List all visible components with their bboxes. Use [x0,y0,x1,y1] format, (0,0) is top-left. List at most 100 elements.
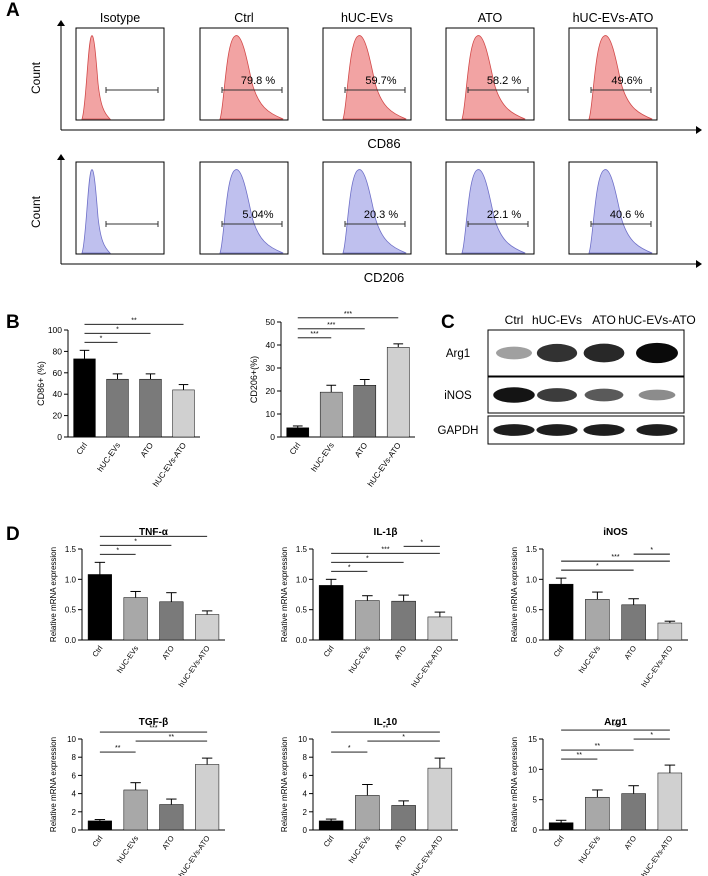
significance-label: * [348,745,351,752]
chart-x-tick-label: ATO [139,441,155,459]
western-band [584,388,624,402]
flow-column-title: Isotype [100,11,140,25]
chart-ylabel: Relative mRNA expression [49,547,58,642]
chart-title: TGF-β [139,717,168,728]
panel-label-c: C [441,312,455,333]
significance-label: *** [611,554,619,561]
bar-chart-D3: iNOS 0.0 0.5 1.0 1.5 Relative mRNA expression… [510,527,688,689]
western-band [583,424,625,436]
bar [286,427,310,438]
chart-y-tick-label: 0.0 [65,636,77,645]
significance-label: * [420,539,423,546]
western-band [536,424,578,436]
bar [585,599,610,641]
chart-y-tick-label: 0 [533,826,538,835]
chart-x-tick-label: hUC-EVs-ATO [639,644,674,689]
chart-ylabel: Relative mRNA expression [510,547,519,642]
western-band [537,388,577,402]
chart-y-tick-label: 0.5 [65,606,77,615]
flow-column-title: hUC-EVs-ATO [573,11,654,25]
flow-marker-label: CD206 [364,270,404,285]
chart-y-tick-label: 1.0 [296,575,308,584]
chart-x-tick-label: hUC-EVs-ATO [409,834,444,876]
chart-y-tick-label: 30 [266,363,276,373]
chart-x-tick-label: Ctrl [288,441,303,457]
chart-y-tick-label: 40 [53,389,63,399]
bar [123,597,148,641]
significance-label: *** [327,322,335,329]
chart-x-tick-label: Ctrl [552,834,566,849]
chart-y-tick-label: 0.5 [296,606,308,615]
chart-y-tick-label: 40 [266,340,276,350]
chart-x-tick-label: hUC-EVs-ATO [177,834,212,876]
flow-column-title: hUC-EVs [341,11,393,25]
significance-label: * [650,732,653,739]
chart-x-tick-label: hUC-EVs [115,644,140,675]
chart-y-tick-label: 4 [303,790,308,799]
flow-histogram-peak [342,169,407,254]
chart-y-tick-label: 0.5 [526,606,538,615]
bar [195,614,220,641]
chart-x-tick-label: hUC-EVs-ATO [639,834,674,876]
chart-x-tick-label: ATO [392,644,408,661]
bar [621,793,646,831]
panel-label-a: A [6,0,20,21]
chart-x-tick-label: Ctrl [75,441,90,457]
bar [585,796,610,831]
bar-chart-B1: 0 20 40 60 80 100 CD86+ (%) Ctrl hUC-EVs ATOhUC-E… [36,317,200,489]
chart-y-tick-label: 2 [72,808,77,817]
chart-ylabel: Relative mRNA expression [280,737,289,832]
flow-gate-percent: 5.04% [242,209,273,221]
flow-gate-percent: 58.2 % [487,75,521,87]
chart-x-tick-label: hUC-EVs-ATO [151,441,188,489]
chart-y-tick-label: 10 [298,735,307,744]
significance-label: * [116,547,119,554]
chart-title: Arg1 [604,717,627,728]
flow-histogram-peak [81,169,111,254]
western-band [636,424,678,436]
significance-label: ** [131,317,137,324]
flow-ylabel: Count [29,195,43,228]
flow-histogram-peak [219,35,284,120]
chart-y-tick-label: 20 [266,386,276,396]
flow-ylabel: Count [29,61,43,94]
bar-chart-D5: IL-10 0 2 4 6 8 10 Relative mRNA expression Ctrl… [280,717,458,876]
western-lane-label: Ctrl [505,313,524,327]
bar [73,358,96,438]
chart-x-tick-label: ATO [392,834,408,851]
significance-label: * [116,326,119,333]
bar-chart-B2: 0 10 20 30 40 50 CD206+(%) Ctrl hUC-EVs ATOhUC-EV… [249,311,415,489]
chart-x-tick-label: hUC-EVs-ATO [409,644,444,689]
western-lane-label: ATO [592,313,616,327]
chart-y-tick-label: 1.0 [65,575,77,584]
bar [391,600,416,641]
flow-histogram-peak [461,35,526,120]
bar [87,820,112,831]
significance-label: *** [381,546,389,553]
bar [159,601,184,641]
bar [195,764,220,831]
flow-gate-percent: 20.3 % [364,209,398,221]
significance-label: ** [595,743,601,750]
chart-y-tick-label: 1.5 [526,545,538,554]
significance-label: *** [344,311,352,318]
significance-label: * [100,335,103,342]
chart-ylabel: Relative mRNA expression [280,547,289,642]
bar [318,820,344,831]
flow-histogram-peak [81,35,111,120]
western-row-label: GAPDH [438,425,479,437]
flow-x-arrow [696,260,702,268]
chart-x-tick-label: hUC-EVs [115,834,140,865]
chart-y-tick-label: 10 [67,735,76,744]
chart-y-tick-label: 15 [528,735,537,744]
bar-chart-D4: TGF-β 0 2 4 6 8 10 Relative mRNA expression Ctrl… [49,717,225,876]
flow-histogram-peak [461,169,526,254]
flow-histogram-peak [588,169,653,254]
chart-y-tick-label: 60 [53,368,63,378]
bar [319,391,343,438]
chart-x-tick-label: hUC-EVs-ATO [366,441,403,489]
chart-y-tick-label: 6 [303,771,308,780]
bar [657,772,683,831]
chart-x-tick-label: Ctrl [552,644,566,659]
